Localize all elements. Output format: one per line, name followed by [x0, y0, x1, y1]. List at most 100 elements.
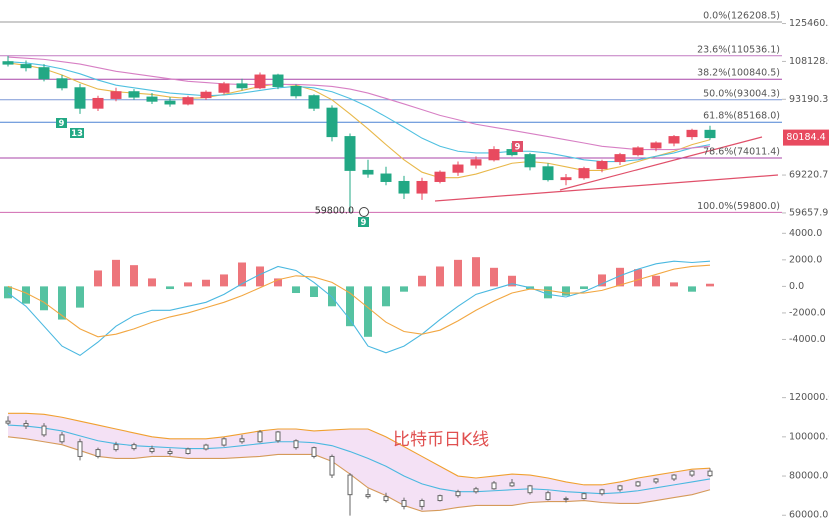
macd-bar — [472, 257, 480, 287]
y-tick-label: 100000.0 — [789, 431, 829, 442]
candle-body — [92, 97, 104, 109]
candle-body — [488, 149, 500, 161]
candle-body — [509, 482, 515, 487]
candle-body — [527, 485, 533, 494]
macd-bar — [490, 267, 498, 287]
candle-body — [218, 83, 230, 93]
candle-body — [524, 154, 536, 168]
candle-body — [203, 444, 209, 450]
macd-bar — [94, 270, 102, 287]
candle-body — [671, 474, 677, 480]
candle-body — [704, 129, 716, 139]
fib-label: 23.6%(110536.1) — [697, 44, 780, 55]
candle-body — [128, 91, 140, 98]
candle-body — [470, 159, 482, 166]
candle-body — [272, 74, 284, 87]
y-tick-label: 125460.2 — [789, 18, 829, 29]
candle-body — [149, 448, 155, 453]
count-marker — [56, 118, 67, 128]
moving-average — [7, 56, 711, 151]
price-tag-label: 80184.4 — [786, 132, 825, 143]
band-line — [8, 412, 711, 486]
candle-body — [113, 444, 119, 451]
candle-body — [452, 164, 464, 173]
candle-body — [146, 96, 158, 102]
candle-body — [437, 495, 443, 502]
candle-body — [311, 447, 317, 457]
macd-bar — [508, 275, 516, 287]
candle-body — [164, 100, 176, 105]
macd-bar — [220, 274, 228, 287]
band-line — [7, 436, 711, 512]
candle-body — [473, 488, 479, 493]
macd-bar — [256, 266, 264, 287]
candle-body — [362, 169, 374, 175]
candle-body — [347, 474, 353, 496]
candle-body — [326, 107, 338, 138]
y-tick-label: 2000.0 — [789, 254, 822, 265]
candle-body — [254, 74, 266, 89]
candle-body — [275, 431, 281, 442]
candle-body — [668, 136, 680, 144]
macd-bar — [652, 275, 660, 287]
trend-line — [434, 174, 779, 202]
candle-body — [545, 492, 551, 501]
fib-label: 61.8%(85168.0) — [703, 111, 780, 122]
candle-body — [383, 496, 389, 502]
candle-body — [110, 91, 122, 99]
macd-bar — [688, 286, 696, 292]
candle-body — [578, 168, 590, 179]
candle-body — [239, 438, 245, 443]
y-tick-label: 69220.7 — [789, 170, 828, 181]
candle-body — [380, 173, 392, 182]
candle-body — [185, 448, 191, 455]
candle-body — [74, 87, 86, 109]
fib-label: 100.0%(59800.0) — [697, 201, 780, 212]
macd-bar — [202, 279, 210, 287]
candle-body — [257, 431, 263, 443]
macd-bar — [148, 278, 156, 287]
candle-body — [599, 489, 605, 495]
candle-body — [401, 500, 407, 507]
moving-average — [7, 61, 711, 163]
macd-bar — [364, 286, 372, 337]
candle-body — [5, 420, 11, 424]
candle-body — [41, 425, 47, 436]
candle-body — [221, 438, 227, 446]
candle-body — [416, 180, 428, 194]
chart-title: 比特币日K线 — [393, 430, 489, 450]
macd-bar — [454, 259, 462, 287]
macd-bar — [634, 269, 642, 287]
y-tick-label: 60000.0 — [789, 510, 828, 521]
macd-bar — [706, 283, 714, 287]
candle-body — [20, 64, 32, 69]
candle-body — [95, 449, 101, 457]
y-tick-label: -4000.0 — [789, 334, 826, 345]
macd-bar — [562, 286, 570, 296]
macd-bar — [382, 286, 390, 307]
y-tick-label: -2000.0 — [789, 307, 826, 318]
macd-bar — [274, 278, 282, 287]
price-tag — [783, 129, 829, 146]
count-marker — [70, 128, 84, 138]
candle-body — [344, 136, 356, 171]
fib-label: 38.2%(100840.5) — [697, 68, 780, 79]
candle-body — [293, 440, 299, 449]
macd-bar — [292, 286, 300, 294]
macd-bar — [310, 286, 318, 297]
candle-body — [2, 61, 14, 65]
low-marker — [359, 207, 369, 217]
candle-body — [23, 423, 29, 427]
macd-bar — [112, 259, 120, 287]
candle-body — [56, 78, 68, 89]
macd-bar — [238, 262, 246, 287]
candle-body — [686, 129, 698, 138]
count-marker — [512, 141, 523, 152]
candle-body — [455, 491, 461, 497]
candle-body — [596, 161, 608, 170]
macd-bar — [544, 286, 552, 299]
candle-body — [689, 470, 695, 476]
macd-bar — [58, 286, 66, 320]
